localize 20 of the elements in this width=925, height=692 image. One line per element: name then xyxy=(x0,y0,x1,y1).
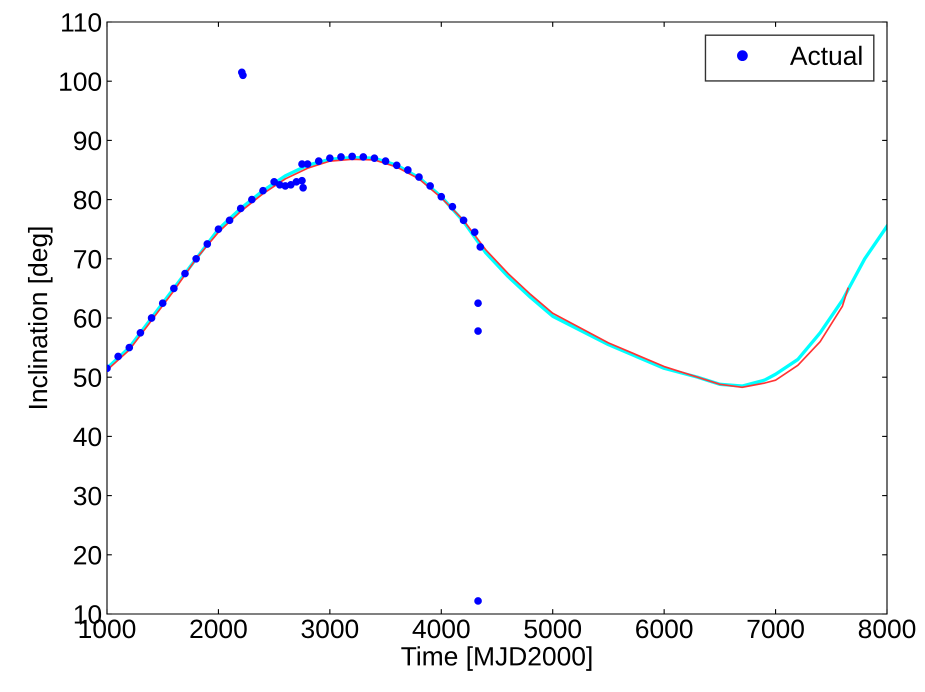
x-tick-label: 7000 xyxy=(748,620,804,638)
x-tick-label: 3000 xyxy=(302,620,358,638)
x-tick-label: 6000 xyxy=(636,620,692,638)
y-tick-label: 60 xyxy=(74,309,102,328)
y-tick-label: 30 xyxy=(74,486,102,506)
y-tick-label: 90 xyxy=(74,132,102,150)
legend-label: Actual xyxy=(790,46,862,66)
y-tick-label: 50 xyxy=(74,368,102,388)
x-tick-label: 4000 xyxy=(412,620,470,638)
x-tick-label: 8000 xyxy=(858,620,916,638)
y-tick-label: 80 xyxy=(74,190,102,210)
x-axis-title: Time [MJD2000] xyxy=(401,646,592,671)
y-tick-label: 20 xyxy=(74,546,102,565)
y-tick-label: 40 xyxy=(73,428,102,446)
y-tick-label: 110 xyxy=(62,13,102,32)
x-tick-label: 5000 xyxy=(524,620,582,638)
x-tick-label: 2000 xyxy=(190,620,247,638)
y-tick-label: 100 xyxy=(60,72,102,92)
y-axis-title: Inclination [deg] xyxy=(28,227,53,408)
y-tick-label: 70 xyxy=(74,250,102,269)
